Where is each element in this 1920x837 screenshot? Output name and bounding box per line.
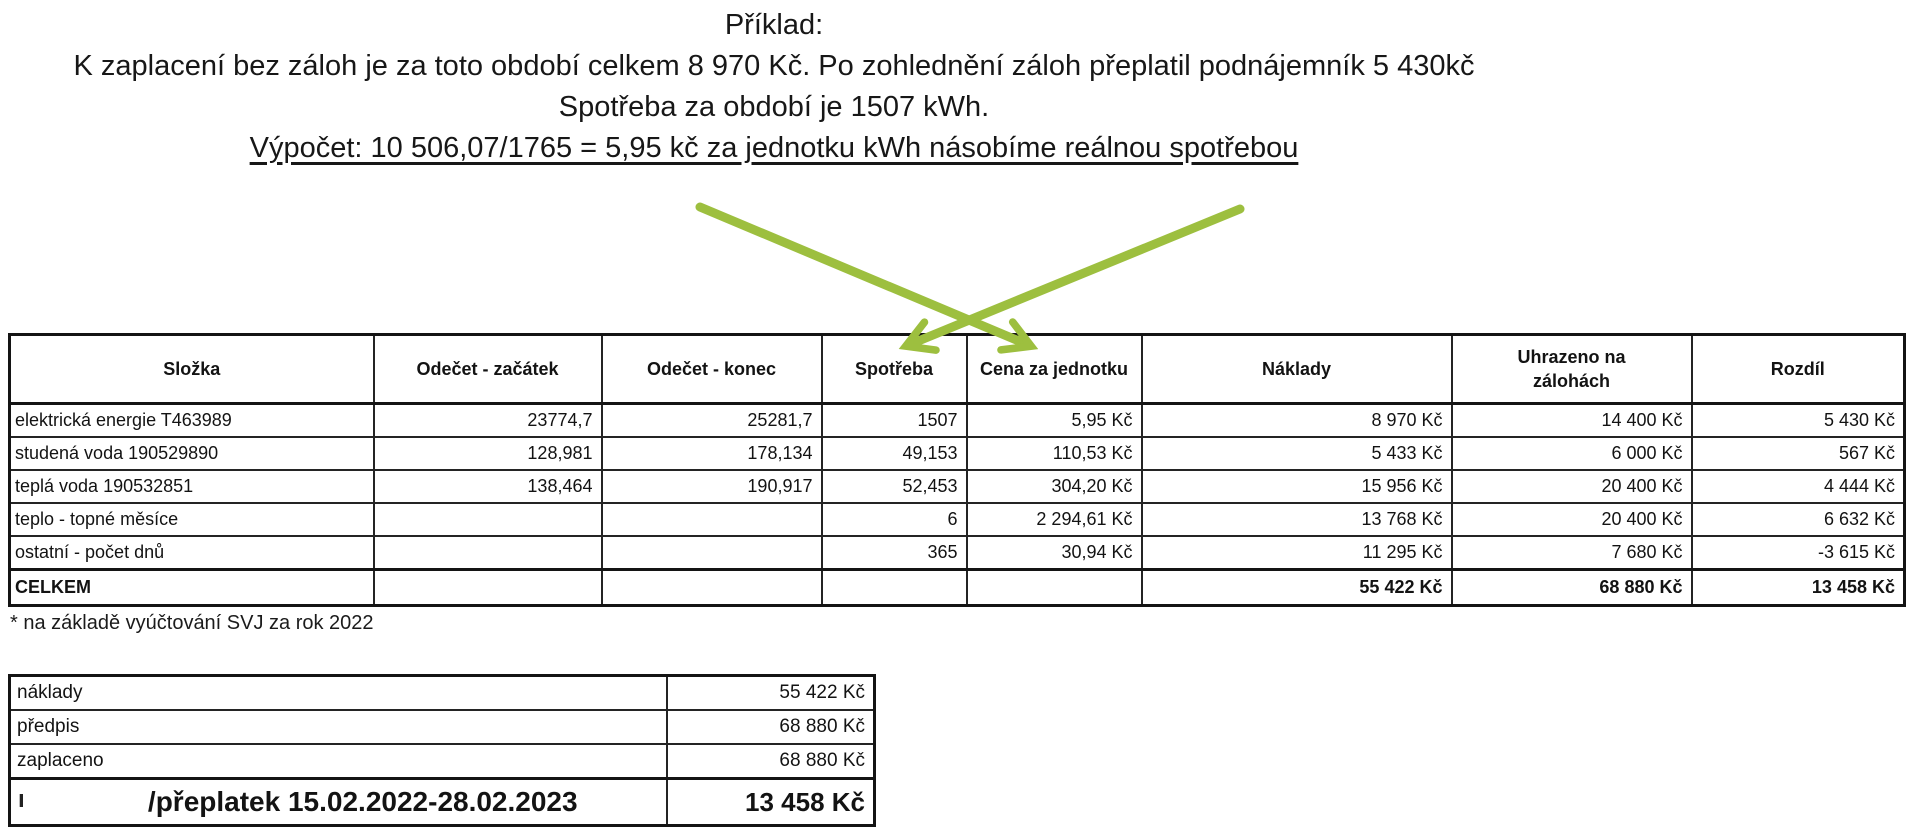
summary-total-value: 13 458 Kč (665, 777, 876, 827)
page-title: Příklad: (724, 9, 824, 41)
formula-underlined-text: Výpočet: 10 506,07/1765 = 5,95 kč za jed… (249, 132, 1299, 164)
cell: 304,20 Kč (965, 469, 1143, 504)
cell: 49,153 (820, 436, 968, 471)
cell: 68 880 Kč (1450, 568, 1693, 607)
cell: 25281,7 (600, 402, 823, 438)
cell: 178,134 (600, 436, 823, 471)
cell (600, 535, 823, 571)
cell: elektrická energie T463989 (8, 402, 375, 438)
cell: 6 632 Kč (1690, 502, 1906, 537)
cell: 30,94 Kč (965, 535, 1143, 571)
cell (600, 502, 823, 537)
summary-total-label: /přeplatek 15.02.2022-28.02.2023 (147, 786, 578, 817)
cell (372, 535, 603, 571)
cell: 4 444 Kč (1690, 469, 1906, 504)
summary-table: náklady 55 422 Kč předpis 68 880 Kč zapl… (8, 674, 876, 827)
cell: 365 (820, 535, 968, 571)
cell: 15 956 Kč (1140, 469, 1453, 504)
total-row: CELKEM 55 422 Kč 68 880 Kč 13 458 Kč (8, 568, 1906, 607)
cell: 2 294,61 Kč (965, 502, 1143, 537)
cell: 567 Kč (1690, 436, 1906, 471)
cell: 20 400 Kč (1450, 469, 1693, 504)
cell: 14 400 Kč (1450, 402, 1693, 438)
heading-summary-line: K zaplacení bez záloh je za toto období … (73, 50, 1475, 82)
redacted-mark: ı (18, 786, 25, 813)
cell (820, 568, 968, 607)
cell: 68 880 Kč (665, 709, 876, 745)
table-row: teplá voda 190532851 138,464 190,917 52,… (8, 469, 1906, 504)
table-row: studená voda 190529890 128,981 178,134 4… (8, 436, 1906, 471)
cell: předpis (8, 709, 668, 745)
cell: 55 422 Kč (1140, 568, 1453, 607)
col-header-slozka: Složka (8, 333, 375, 405)
arrow-to-spotreba (898, 204, 1245, 354)
table-row: náklady 55 422 Kč (8, 674, 876, 711)
cell: 20 400 Kč (1450, 502, 1693, 537)
cell: teplá voda 190532851 (8, 469, 375, 504)
cell: 23774,7 (372, 402, 603, 438)
cell: teplo - topné měsíce (8, 502, 375, 537)
cell: 55 422 Kč (665, 674, 876, 711)
col-header-uhrazeno: Uhrazeno na zálohách (1450, 333, 1693, 405)
heading-formula-line: Výpočet: 10 506,07/1765 = 5,95 kč za jed… (0, 128, 1548, 169)
cell: zaplaceno (8, 743, 668, 780)
consumption-table: Složka Odečet - začátek Odečet - konec S… (8, 333, 1906, 607)
cell (600, 568, 823, 607)
cell (372, 568, 603, 607)
cell: 8 970 Kč (1140, 402, 1453, 438)
heading-block: Příklad: K zaplacení bez záloh je za tot… (0, 5, 1548, 169)
col-header-rozdil: Rozdíl (1690, 333, 1906, 405)
cell: 110,53 Kč (965, 436, 1143, 471)
col-header-naklady: Náklady (1140, 333, 1453, 405)
cell: 52,453 (820, 469, 968, 504)
cell: 7 680 Kč (1450, 535, 1693, 571)
cell: 6 000 Kč (1450, 436, 1693, 471)
table-row: předpis 68 880 Kč (8, 709, 876, 745)
col-header-cena-za-jednotku: Cena za jednotku (965, 333, 1143, 405)
cell: 6 (820, 502, 968, 537)
summary-total-label-cell: ı/přeplatek 15.02.2022-28.02.2023 (8, 777, 668, 827)
summary-total-row: ı/přeplatek 15.02.2022-28.02.2023 13 458… (8, 777, 876, 827)
cell: CELKEM (8, 568, 375, 607)
cell: 13 768 Kč (1140, 502, 1453, 537)
table-row: zaplaceno 68 880 Kč (8, 743, 876, 780)
cell: 1507 (820, 402, 968, 438)
col-header-odecet-zacatek: Odečet - začátek (372, 333, 603, 405)
cell: studená voda 190529890 (8, 436, 375, 471)
cell: 5 430 Kč (1690, 402, 1906, 438)
cell: 11 295 Kč (1140, 535, 1453, 571)
header-row: Složka Odečet - začátek Odečet - konec S… (8, 333, 1906, 405)
cell: 68 880 Kč (665, 743, 876, 780)
footnote: * na základě vyúčtování SVJ za rok 2022 (10, 612, 374, 634)
table-row: elektrická energie T463989 23774,7 25281… (8, 402, 1906, 438)
cell (965, 568, 1143, 607)
cell: 190,917 (600, 469, 823, 504)
col-header-odecet-konec: Odečet - konec (600, 333, 823, 405)
cell: 138,464 (372, 469, 603, 504)
cell (372, 502, 603, 537)
arrow-to-cena-za-jednotku (695, 202, 1039, 354)
table-row: teplo - topné měsíce 6 2 294,61 Kč 13 76… (8, 502, 1906, 537)
cell: -3 615 Kč (1690, 535, 1906, 571)
col-header-spotreba: Spotřeba (820, 333, 968, 405)
cell: ostatní - počet dnů (8, 535, 375, 571)
cell: 128,981 (372, 436, 603, 471)
cell: 13 458 Kč (1690, 568, 1906, 607)
cell: náklady (8, 674, 668, 711)
heading-consumption-line: Spotřeba za období je 1507 kWh. (558, 91, 990, 123)
table-row: ostatní - počet dnů 365 30,94 Kč 11 295 … (8, 535, 1906, 571)
cell: 5 433 Kč (1140, 436, 1453, 471)
cell: 5,95 Kč (965, 402, 1143, 438)
